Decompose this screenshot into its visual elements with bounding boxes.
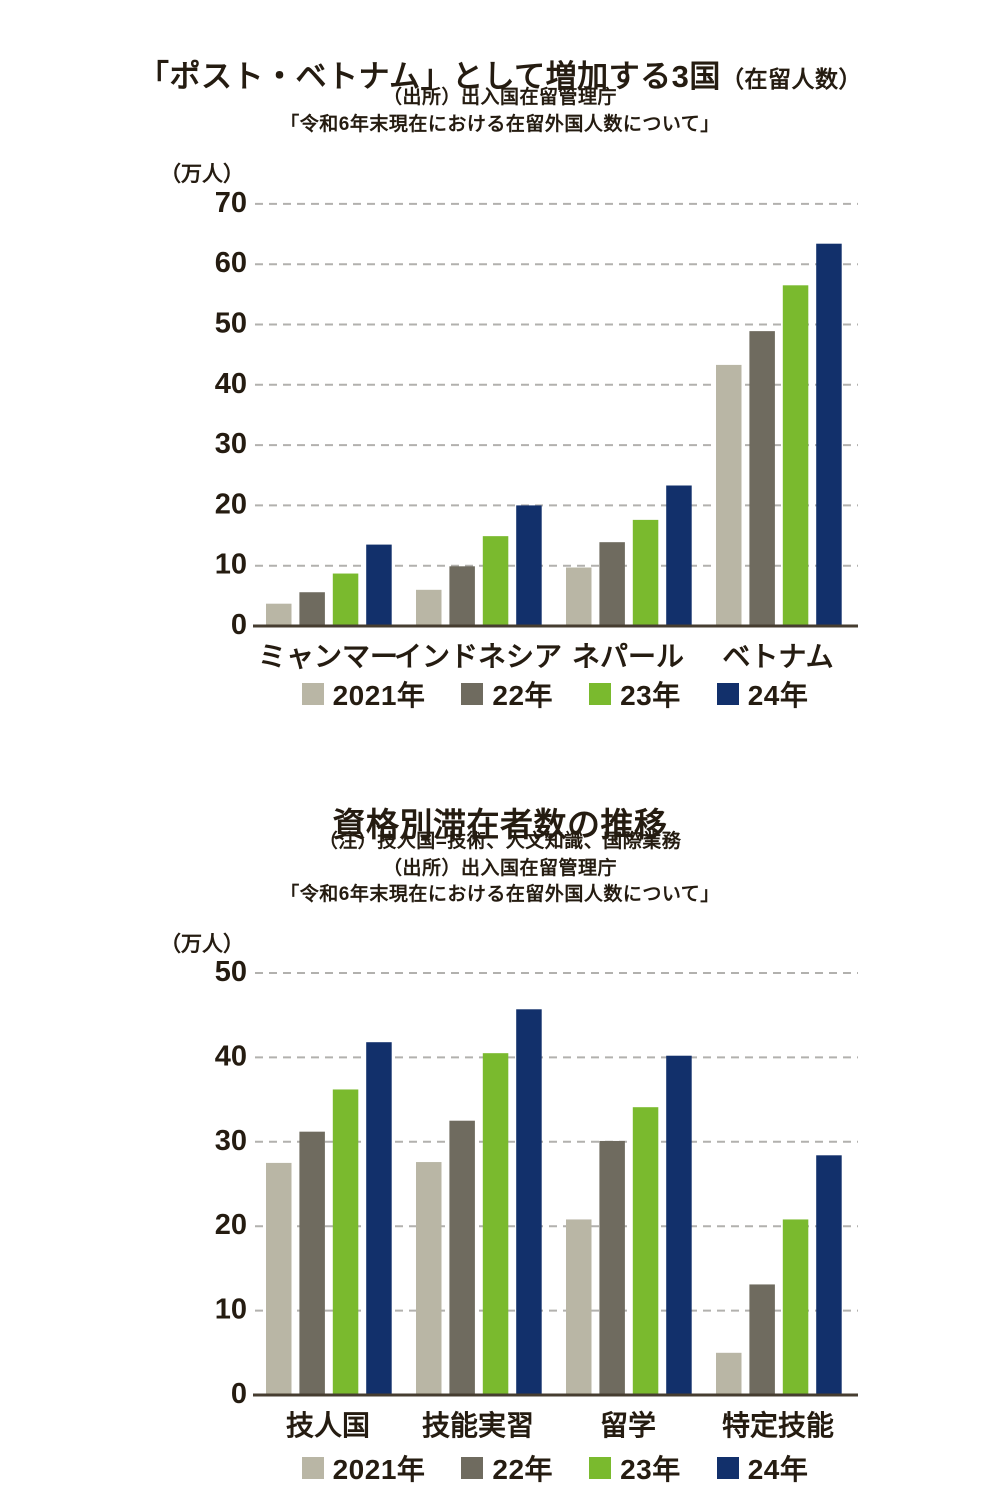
bar-group2-22年: [449, 1120, 475, 1395]
bar-group1-24年: [366, 1042, 392, 1395]
legend-item-2021年: 2021年: [301, 1448, 426, 1488]
bar-group4-24年: [816, 243, 842, 626]
y-tick-label-40: 40: [215, 368, 247, 400]
legend-swatch: [301, 1457, 324, 1479]
bar-group3-22年: [599, 542, 625, 626]
bar-group4-23年: [782, 1219, 809, 1395]
legend-swatch: [461, 683, 484, 705]
y-axis-unit-label: （万人）: [160, 162, 244, 186]
y-axis-unit-label: （万人）: [160, 932, 244, 956]
bar-group2-24年: [516, 1009, 542, 1395]
chart1-source-line1: （出所）出入国在留管理庁: [382, 87, 617, 108]
chart1-title-main: 「ポスト・ベトナム」として増加する3国: [138, 58, 721, 94]
bar-group2-23年: [482, 536, 509, 626]
legend-item-24年: 24年: [716, 1448, 809, 1488]
bar-group3-2021年: [566, 1219, 592, 1395]
y-tick-label-10: 10: [215, 549, 247, 581]
category-label-2: 技能実習: [422, 1409, 534, 1441]
chart1-title: 「ポスト・ベトナム」として増加する3国（在留人数）: [0, 51, 1000, 96]
y-tick-label-20: 20: [215, 488, 247, 520]
bar-group1-24年: [366, 544, 392, 626]
category-label-1: ミャンマー: [258, 641, 398, 672]
y-tick-label-10: 10: [215, 1294, 247, 1326]
bar-group1-23年: [332, 1089, 359, 1395]
bar-group2-24年: [516, 505, 542, 626]
legend-label: 24年: [747, 680, 809, 711]
legend-label: 23年: [620, 680, 681, 711]
bar-group4-2021年: [716, 1352, 742, 1395]
chart1-legend: 2021年 22年 23年 24年: [130, 674, 980, 714]
legend-swatch: [716, 1457, 739, 1479]
y-tick-label-30: 30: [215, 1125, 247, 1157]
y-tick-label-0: 0: [231, 1378, 247, 1410]
legend-item-24年: 24年: [716, 674, 809, 714]
chart1-source-line2: 「令和6年末現在における在留外国人数について」: [280, 114, 720, 135]
y-tick-label-70: 70: [215, 187, 247, 219]
bar-group1-2021年: [266, 603, 292, 626]
bar-group1-22年: [299, 1131, 325, 1395]
category-label-2: インドネシア: [394, 641, 562, 672]
bar-group3-24年: [666, 485, 692, 626]
legend-label: 2021年: [332, 1454, 426, 1485]
legend-swatch: [461, 1457, 484, 1479]
category-label-3: 留学: [600, 1409, 656, 1441]
legend-swatch: [301, 683, 324, 705]
bar-group3-24年: [666, 1055, 692, 1395]
legend-item-22年: 22年: [461, 1448, 553, 1488]
category-label-3: ネパール: [572, 641, 684, 672]
y-tick-label-20: 20: [215, 1209, 247, 1241]
legend-swatch: [589, 1457, 612, 1479]
chart2-note-line: （注）技人国=技術、人文知識、国際業務: [318, 831, 682, 852]
bar-group3-23年: [632, 519, 659, 626]
category-label-1: 技人国: [286, 1410, 370, 1441]
legend-label: 22年: [492, 680, 554, 711]
legend-label: 2021年: [332, 680, 426, 711]
legend-item-2021年: 2021年: [301, 674, 426, 714]
bar-group2-2021年: [416, 589, 442, 626]
legend-swatch: [589, 683, 612, 705]
legend-item-23年: 23年: [589, 674, 681, 714]
bar-group1-22年: [299, 592, 325, 626]
bar-group1-23年: [332, 573, 359, 626]
chart2-legend: 2021年 22年 23年 24年: [130, 1448, 980, 1488]
bar-group4-23年: [782, 285, 809, 626]
bar-group2-23年: [482, 1053, 509, 1395]
bar-group3-2021年: [566, 567, 592, 626]
legend-item-23年: 23年: [589, 1448, 681, 1488]
legend-label: 22年: [492, 1454, 554, 1485]
category-label-4: ベトナム: [722, 641, 833, 672]
y-tick-label-0: 0: [231, 609, 247, 641]
bar-group1-2021年: [266, 1162, 292, 1395]
chart1-title-suffix: （在留人数）: [720, 65, 862, 92]
bar-group4-22年: [749, 1284, 775, 1395]
y-tick-label-60: 60: [215, 247, 247, 279]
chart2-title-main: 資格別滞在者数の推移: [332, 806, 668, 844]
legend-label: 23年: [620, 1454, 681, 1485]
chart2-source-line1: （出所）出入国在留管理庁: [382, 858, 617, 879]
y-tick-label-50: 50: [215, 308, 247, 340]
y-tick-label-30: 30: [215, 428, 247, 460]
bar-group2-22年: [449, 566, 475, 626]
bar-group3-23年: [632, 1107, 659, 1395]
y-tick-label-40: 40: [215, 1040, 247, 1072]
y-tick-label-50: 50: [215, 956, 247, 988]
bar-group3-22年: [599, 1140, 625, 1395]
bar-group2-2021年: [416, 1162, 442, 1395]
chart2-source-line2: 「令和6年末現在における在留外国人数について」: [280, 884, 720, 905]
category-label-4: 特定技能: [722, 1409, 834, 1441]
chart2-title: 資格別滞在者数の推移: [0, 798, 1000, 846]
chart2-plot: （万人） 0 10 20 30 40 50 技人国 技能実習 留学 特定技能: [160, 932, 858, 1441]
bar-group4-2021年: [716, 364, 742, 626]
legend-swatch: [716, 683, 739, 705]
bar-group4-24年: [816, 1155, 842, 1395]
legend-label: 24年: [747, 1454, 809, 1485]
bar-group4-22年: [749, 331, 775, 626]
legend-item-22年: 22年: [461, 674, 553, 714]
